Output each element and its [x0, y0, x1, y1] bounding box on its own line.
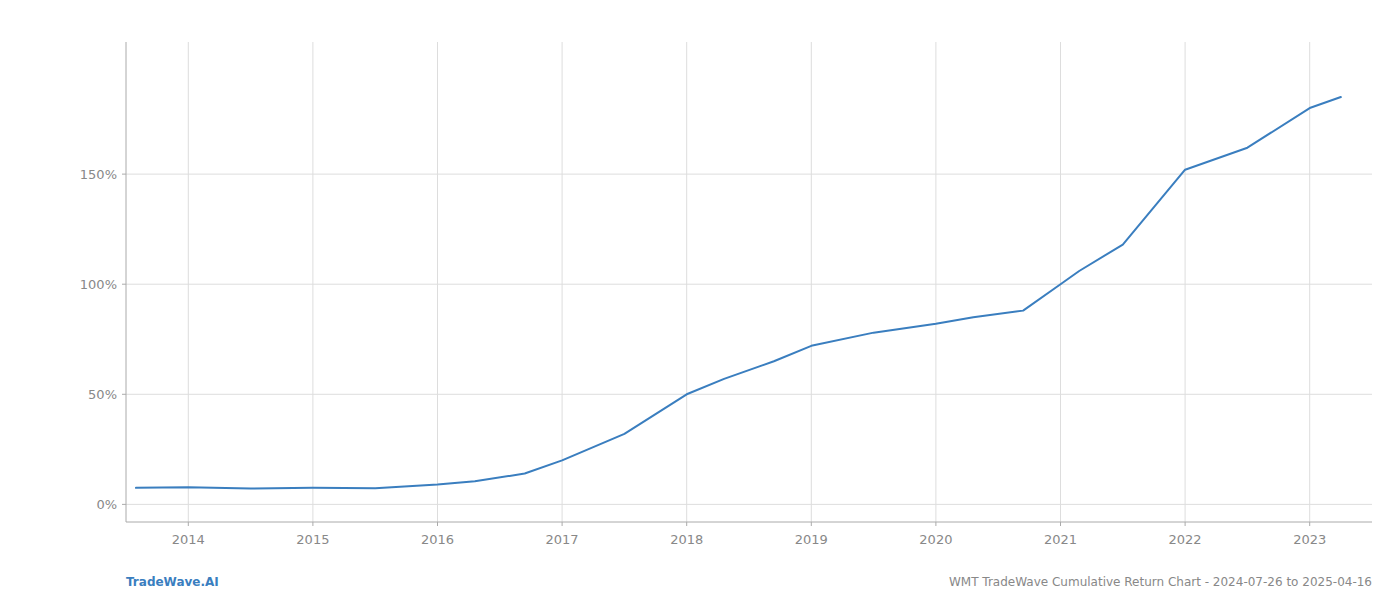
grid-line-x — [437, 42, 438, 522]
x-tick-label: 2015 — [296, 532, 329, 547]
data-line — [136, 97, 1341, 488]
grid — [126, 42, 1372, 522]
x-tick — [562, 522, 563, 526]
grid-line-x — [1060, 42, 1061, 522]
grid-line-x — [1185, 42, 1186, 522]
plot-area — [136, 97, 1341, 488]
grid-line-y — [126, 174, 1372, 175]
grid-line-x — [935, 42, 936, 522]
x-tick — [935, 522, 936, 526]
grid-line-y — [126, 284, 1372, 285]
x-tick-label: 2017 — [546, 532, 579, 547]
x-tick — [1060, 522, 1061, 526]
x-tick-label: 2018 — [670, 532, 703, 547]
grid-line-x — [562, 42, 563, 522]
grid-line-y — [126, 394, 1372, 395]
x-tick-label: 2016 — [421, 532, 454, 547]
y-tick — [122, 504, 126, 505]
x-tick — [1309, 522, 1310, 526]
x-tick — [188, 522, 189, 526]
grid-line-x — [1309, 42, 1310, 522]
y-tick-label: 150% — [80, 167, 117, 182]
x-tick — [312, 522, 313, 526]
grid-line-x — [686, 42, 687, 522]
x-tick — [437, 522, 438, 526]
x-tick-label: 2021 — [1044, 532, 1077, 547]
x-tick-label: 2023 — [1293, 532, 1326, 547]
y-tick-label: 100% — [80, 277, 117, 292]
x-tick-label: 2014 — [172, 532, 205, 547]
grid-line-x — [312, 42, 313, 522]
y-tick — [122, 394, 126, 395]
y-tick-label: 50% — [88, 387, 117, 402]
x-tick-label: 2019 — [795, 532, 828, 547]
footer-right: WMT TradeWave Cumulative Return Chart - … — [949, 575, 1372, 589]
x-tick — [1185, 522, 1186, 526]
y-tick-label: 0% — [96, 497, 117, 512]
grid-line-x — [811, 42, 812, 522]
footer-left: TradeWave.AI — [126, 575, 219, 589]
grid-line-x — [188, 42, 189, 522]
chart: 2014 2015 2016 2017 2018 2019 2020 2021 2022 2023… — [0, 0, 1400, 600]
x-tick-label: 2022 — [1169, 532, 1202, 547]
y-axis-line — [126, 42, 127, 522]
x-tick — [811, 522, 812, 526]
y-tick — [122, 284, 126, 285]
x-tick-label: 2020 — [919, 532, 952, 547]
grid-line-y — [126, 504, 1372, 505]
y-tick — [122, 174, 126, 175]
x-tick — [686, 522, 687, 526]
chart-container: 2014 2015 2016 2017 2018 2019 2020 2021 2022 2023… — [0, 0, 1400, 600]
